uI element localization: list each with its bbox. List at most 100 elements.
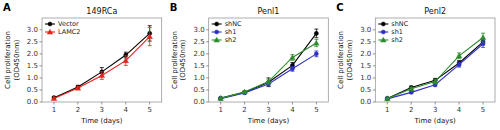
y-axis-label: Cell proliferation bbox=[4, 31, 12, 89]
panel-label: B bbox=[170, 2, 178, 13]
data-point bbox=[432, 79, 438, 84]
x-axis-label: Time (days) bbox=[247, 117, 290, 125]
data-point bbox=[290, 55, 296, 60]
data-point bbox=[314, 31, 318, 35]
y-tick bbox=[206, 77, 209, 78]
x-tick-label: 5 bbox=[481, 106, 485, 114]
data-point bbox=[385, 97, 389, 101]
series bbox=[218, 39, 319, 100]
x-tick bbox=[244, 102, 245, 105]
error-bar bbox=[314, 51, 318, 57]
data-point bbox=[480, 35, 486, 40]
panel: 0.00.51.01.52.02.53.012345149RCaTime (da… bbox=[3, 2, 162, 125]
y-tick bbox=[40, 29, 43, 30]
legend-label: sh2 bbox=[225, 36, 237, 44]
x-tick-label: 5 bbox=[314, 106, 318, 114]
data-point bbox=[290, 67, 294, 71]
y-tick bbox=[206, 89, 209, 90]
data-point bbox=[218, 96, 224, 101]
legend-item: sh1 bbox=[378, 28, 403, 36]
data-point bbox=[457, 63, 461, 67]
series bbox=[385, 39, 485, 101]
panel: 0.00.51.01.52.02.53.012345Penl2Time (day… bbox=[336, 2, 495, 125]
y-tick-label: 1.0 bbox=[27, 74, 38, 82]
y-tick-label: 3.0 bbox=[194, 26, 205, 34]
series-line bbox=[54, 37, 150, 99]
legend-swatch-marker bbox=[47, 29, 53, 34]
y-axis-label: Cell proliferation bbox=[337, 31, 345, 89]
x-tick-label: 1 bbox=[385, 106, 389, 114]
legend-label: sh2 bbox=[391, 36, 403, 44]
y-tick bbox=[40, 65, 43, 66]
y-tick-label: 0.5 bbox=[27, 86, 38, 94]
x-tick-label: 4 bbox=[124, 106, 129, 114]
y-tick bbox=[40, 102, 43, 103]
y-tick-label: 2.5 bbox=[194, 38, 205, 46]
error-bar bbox=[481, 33, 485, 42]
legend: shNCsh1sh2 bbox=[378, 20, 408, 44]
legend-label: Vector bbox=[58, 20, 79, 28]
legend-item: sh1 bbox=[212, 28, 237, 36]
data-point bbox=[314, 40, 320, 45]
legend: VectorLAMC2 bbox=[45, 20, 81, 36]
x-tick-label: 2 bbox=[409, 106, 413, 114]
y-tick bbox=[40, 77, 43, 78]
data-point bbox=[456, 53, 462, 58]
data-point bbox=[52, 96, 56, 100]
legend-label: shNC bbox=[225, 20, 242, 28]
data-point bbox=[314, 52, 318, 56]
error-bar bbox=[457, 53, 461, 59]
y-tick-label: 1.0 bbox=[360, 74, 371, 82]
data-point bbox=[219, 96, 223, 100]
error-bar bbox=[409, 91, 413, 93]
x-tick bbox=[149, 102, 150, 105]
x-tick-label: 4 bbox=[290, 106, 295, 114]
series-line bbox=[221, 54, 317, 99]
legend-label: shNC bbox=[391, 20, 408, 28]
y-tick-label: 0.5 bbox=[360, 86, 371, 94]
data-point bbox=[99, 73, 105, 78]
legend: shNCsh1sh2 bbox=[212, 20, 242, 44]
x-tick bbox=[459, 102, 460, 105]
x-tick bbox=[292, 102, 293, 105]
series-line bbox=[387, 44, 483, 99]
error-bar bbox=[290, 66, 294, 71]
plot-frame bbox=[375, 18, 495, 102]
legend-item: sh2 bbox=[212, 36, 237, 44]
plot-area bbox=[218, 29, 319, 101]
series bbox=[219, 51, 319, 101]
data-point bbox=[408, 86, 414, 91]
error-bar bbox=[124, 56, 128, 66]
series bbox=[385, 40, 485, 101]
x-tick bbox=[268, 102, 269, 105]
y-tick bbox=[373, 41, 376, 42]
legend-label: LAMC2 bbox=[58, 28, 81, 36]
y-tick-label: 1.5 bbox=[360, 62, 371, 70]
error-bar bbox=[314, 39, 318, 46]
x-tick-label: 1 bbox=[52, 106, 56, 114]
y-tick-label: 0.0 bbox=[27, 98, 38, 106]
x-tick-label: 2 bbox=[76, 106, 80, 114]
y-tick bbox=[40, 53, 43, 54]
x-axis-label: Time (days) bbox=[80, 117, 123, 125]
x-tick bbox=[220, 102, 221, 105]
y-tick-label: 2.0 bbox=[194, 50, 205, 58]
figure: 0.00.51.01.52.02.53.012345149RCaTime (da… bbox=[0, 0, 500, 130]
data-point bbox=[266, 79, 272, 84]
y-tick-label: 0.0 bbox=[194, 98, 205, 106]
legend-swatch-marker bbox=[381, 22, 385, 26]
y-tick bbox=[40, 41, 43, 42]
legend-swatch-marker bbox=[48, 22, 52, 26]
series bbox=[385, 33, 486, 101]
data-point bbox=[385, 96, 389, 100]
series-line bbox=[387, 42, 483, 99]
x-tick bbox=[77, 102, 78, 105]
panel-title: 149RCa bbox=[86, 7, 117, 16]
y-tick bbox=[206, 41, 209, 42]
data-point bbox=[51, 96, 57, 101]
legend-swatch-marker bbox=[381, 30, 385, 34]
y-tick-label: 2.0 bbox=[360, 50, 371, 58]
series bbox=[219, 29, 319, 100]
y-tick-label: 2.0 bbox=[27, 50, 38, 58]
series-line bbox=[221, 43, 317, 98]
